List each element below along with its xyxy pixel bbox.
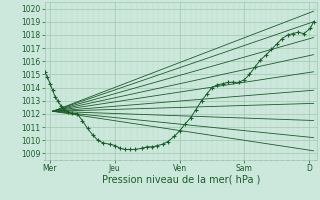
X-axis label: Pression niveau de la mer( hPa ): Pression niveau de la mer( hPa ) <box>102 175 260 185</box>
